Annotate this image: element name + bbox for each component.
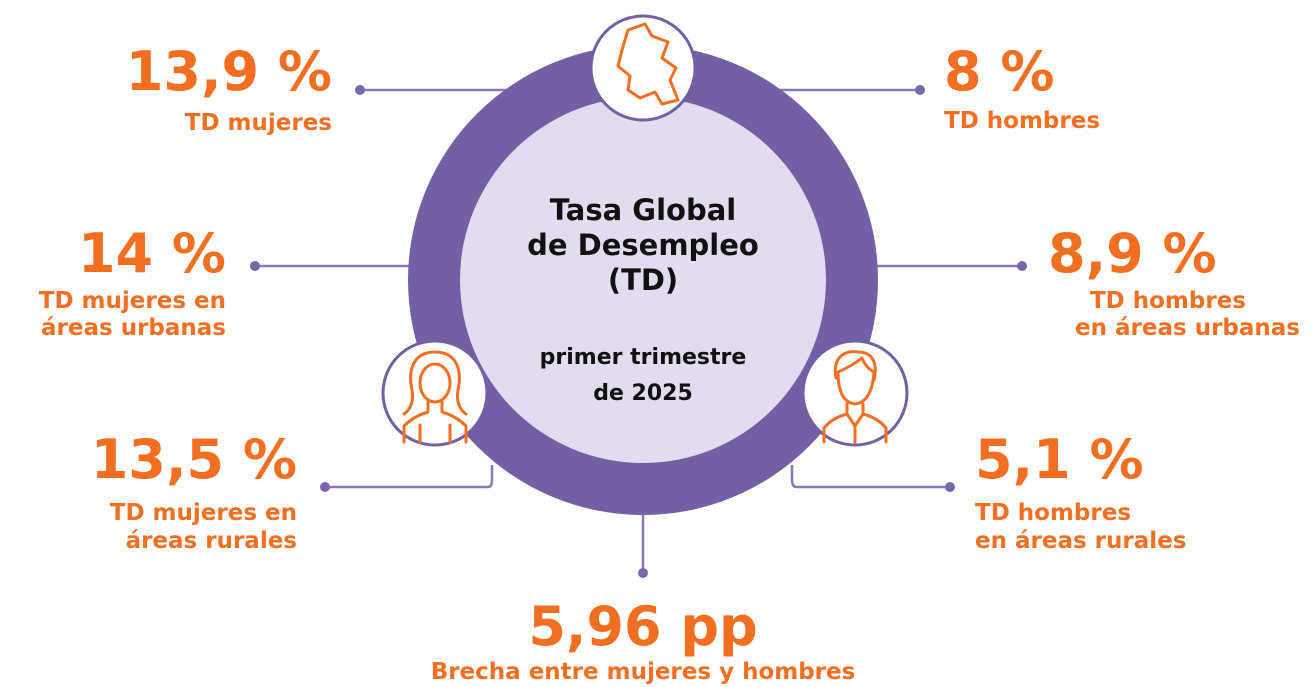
center-title: Tasa Global xyxy=(550,193,736,227)
stat-label: TD hombres xyxy=(1090,288,1246,314)
dot xyxy=(915,85,925,95)
stat-label: en áreas urbanas xyxy=(1075,315,1300,341)
dot xyxy=(945,482,955,492)
center-title: (TD) xyxy=(608,263,678,297)
stat-value: 14 % xyxy=(78,222,226,285)
stat-value: 5,1 % xyxy=(975,428,1144,491)
dot xyxy=(250,261,260,271)
center-title: de Desempleo xyxy=(527,228,759,262)
stat-value: 13,9 % xyxy=(126,40,332,103)
stat-label: Brecha entre mujeres y hombres xyxy=(431,659,856,685)
stat-label: TD mujeres en xyxy=(110,500,297,526)
man-icon xyxy=(801,339,909,447)
stat-label: TD hombres xyxy=(975,500,1131,526)
stat-value: 13,5 % xyxy=(91,428,297,491)
stat-label: áreas rurales xyxy=(126,528,297,554)
center-subtitle: de 2025 xyxy=(593,381,693,406)
stat-value: 5,96 pp xyxy=(528,595,757,658)
dot xyxy=(638,568,648,578)
stat-label: TD mujeres xyxy=(185,110,332,136)
stat-value: 8,9 % xyxy=(1048,222,1217,285)
center-subtitle: primer trimestre xyxy=(540,345,747,370)
stat-label: en áreas rurales xyxy=(975,528,1186,554)
connectors xyxy=(250,85,1027,578)
connector xyxy=(325,465,494,489)
dot xyxy=(320,482,330,492)
stat-label: áreas urbanas xyxy=(41,315,226,341)
map-icon xyxy=(589,14,697,122)
stat-label: TD mujeres en xyxy=(39,288,226,314)
stat-value: 8 % xyxy=(944,40,1054,103)
connector xyxy=(790,465,950,489)
dot xyxy=(355,85,365,95)
woman-icon xyxy=(381,339,489,447)
ring-inner xyxy=(460,97,826,463)
stat-label: TD hombres xyxy=(944,108,1100,134)
dot xyxy=(1017,261,1027,271)
